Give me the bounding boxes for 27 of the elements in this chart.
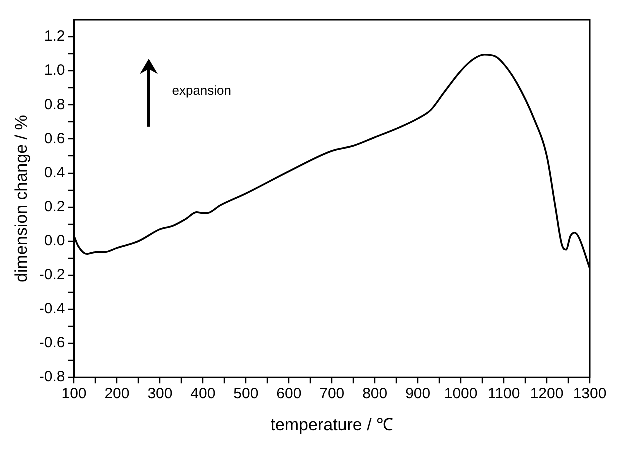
x-tick-label: 500	[234, 386, 259, 403]
x-tick-label: 900	[406, 386, 431, 403]
x-tick-label: 400	[190, 386, 216, 403]
x-tick-label: 100	[62, 386, 87, 403]
y-tick-label: 0.2	[44, 198, 66, 216]
x-tick-label: 600	[276, 386, 302, 403]
y-tick-label: 0.6	[44, 130, 66, 148]
x-tick-label: 300	[148, 386, 173, 403]
annotation: expansion	[172, 83, 232, 98]
y-tick-label: -0.2	[39, 266, 66, 284]
y-tick-label: 1.2	[44, 28, 66, 46]
y-tick-label: -0.8	[39, 368, 66, 386]
x-tick-label: 700	[320, 386, 345, 403]
x-tick-label: 800	[362, 386, 388, 403]
y-axis-title: dimension change / %	[12, 115, 31, 282]
x-tick-label: 1100	[488, 386, 520, 403]
x-axis-title: temperature / ℃	[270, 415, 394, 434]
y-tick-label: -0.6	[39, 334, 66, 352]
y-tick-label: -0.4	[39, 300, 66, 318]
y-tick-label: 0.8	[44, 96, 66, 114]
x-tick-label: 200	[104, 386, 130, 403]
x-tick-label: 1300	[573, 386, 607, 403]
y-tick-label: 0.4	[44, 164, 66, 182]
y-tick-label: 0.0	[44, 232, 66, 250]
x-tick-label: 1200	[530, 386, 564, 403]
y-tick-label: 1.0	[44, 62, 66, 80]
x-tick-label: 1000	[444, 386, 478, 403]
